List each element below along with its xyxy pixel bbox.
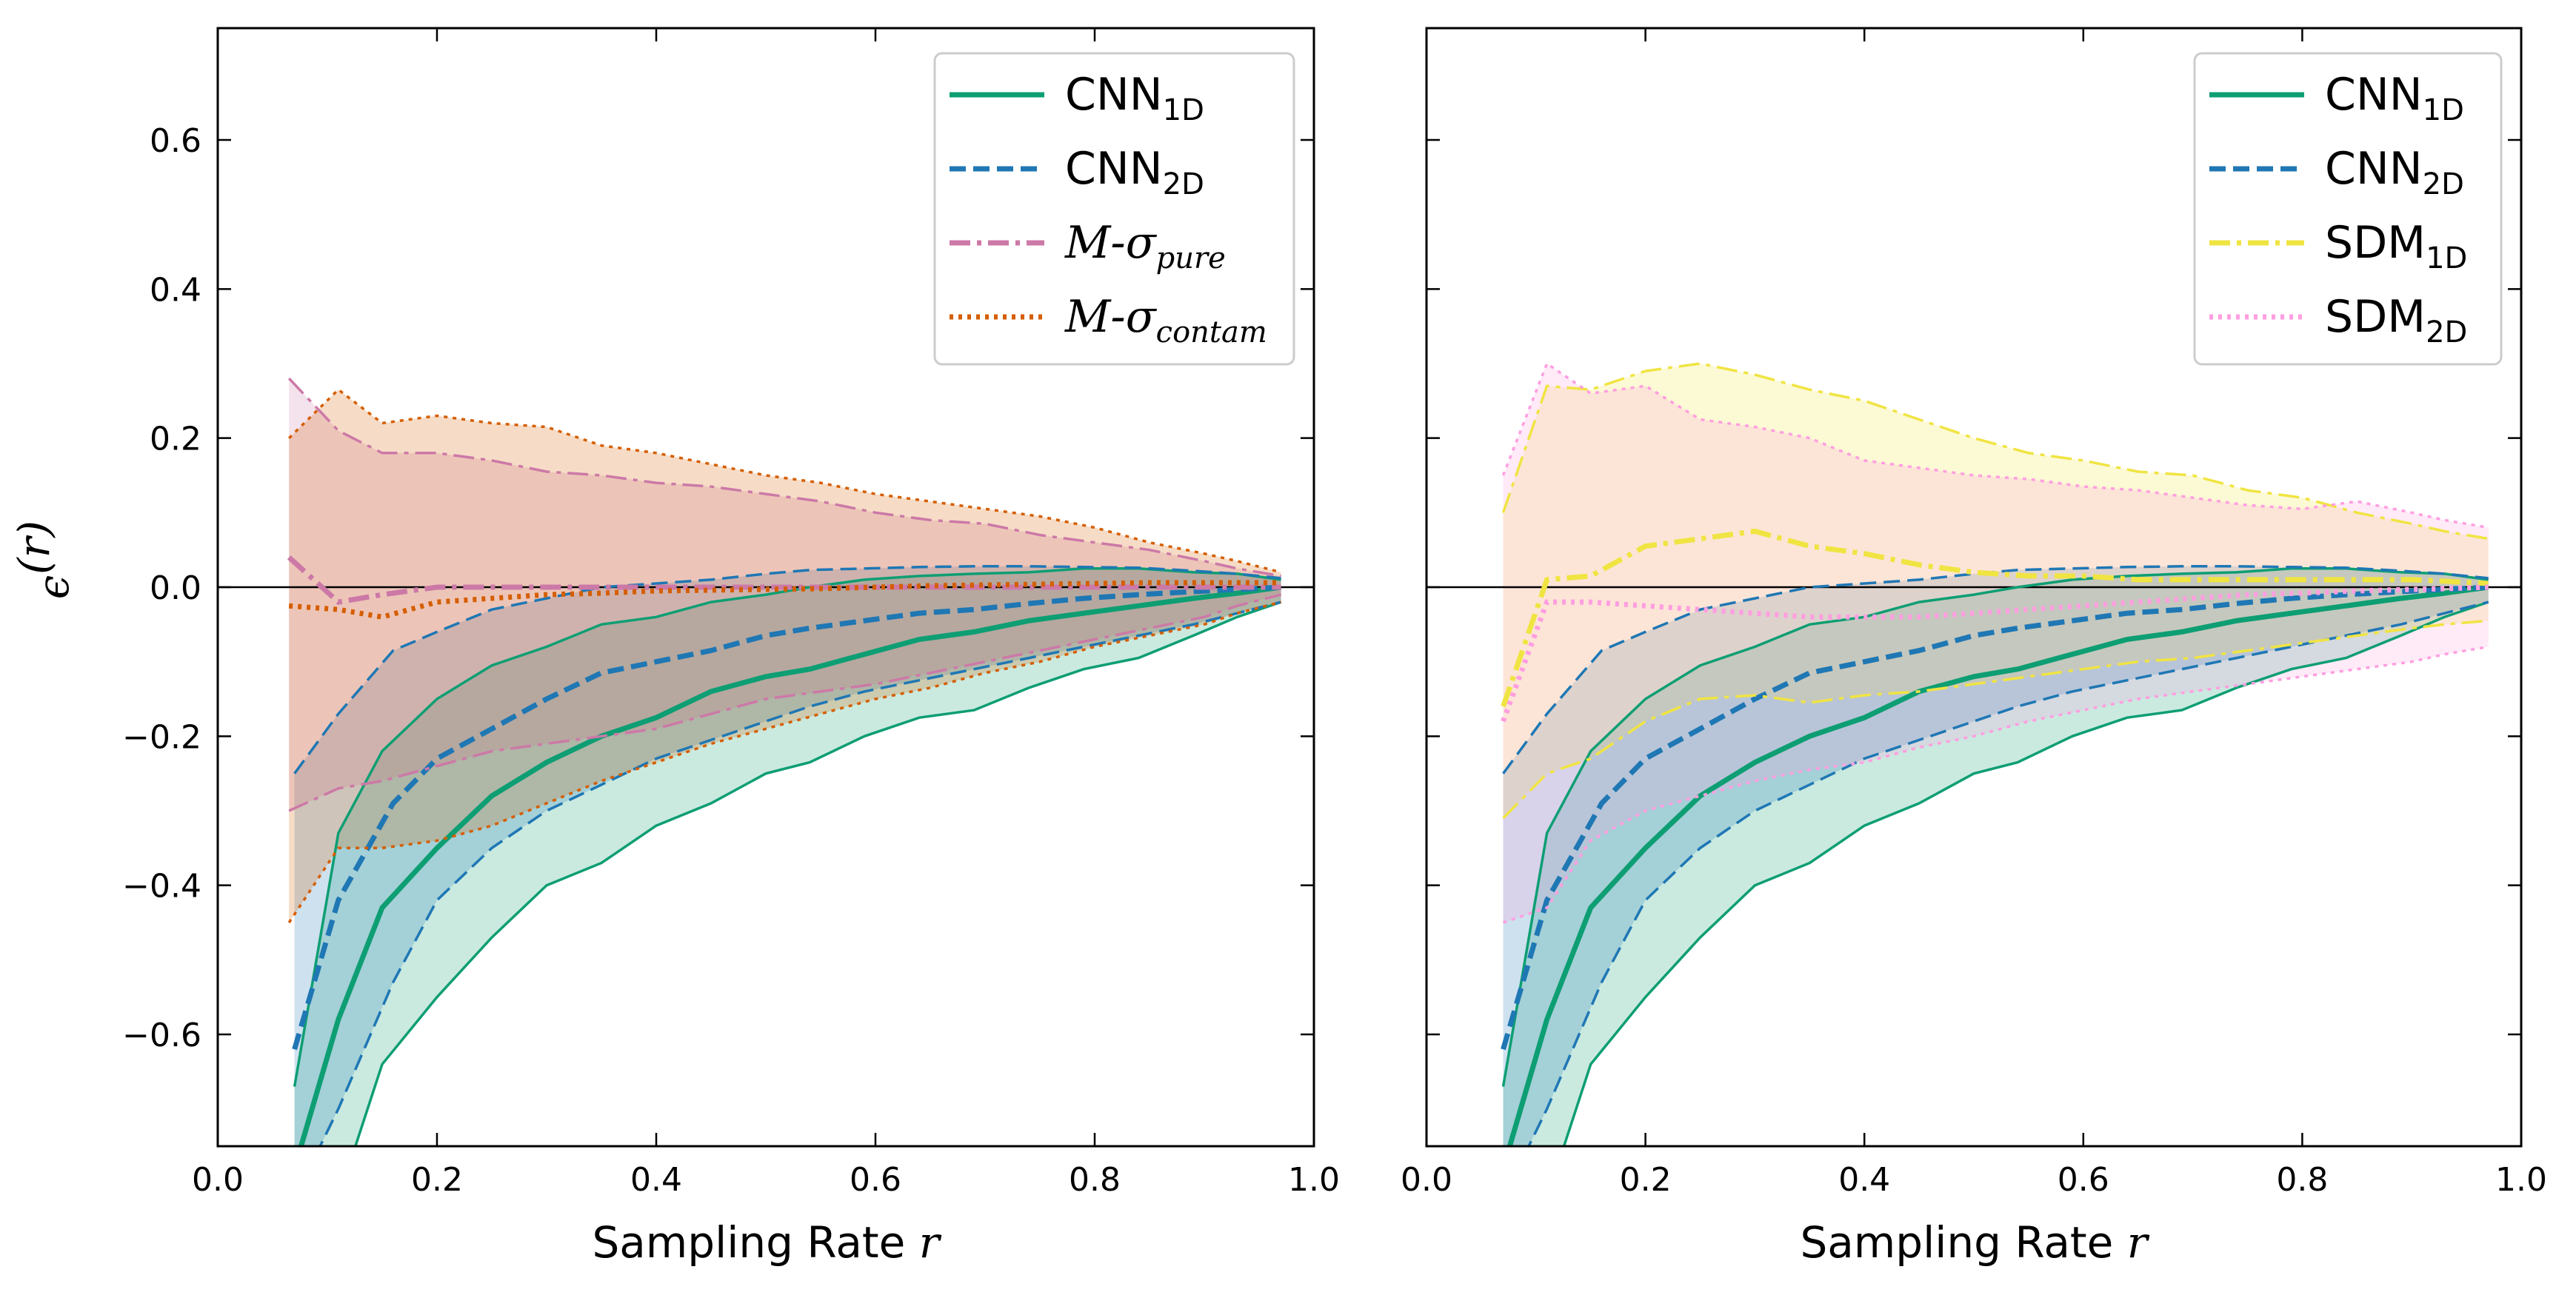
- line-m-contam-median: [288, 580, 1281, 620]
- line-sdm-1d-lower: [1502, 619, 2489, 820]
- legend-label: SDM1D: [2325, 217, 2467, 275]
- x-tick-label: 0.8: [2276, 1161, 2328, 1199]
- plot-area: [218, 377, 1314, 1146]
- line-cnn-1d-lower: [1562, 601, 2489, 1146]
- y-axis-label: ϵ: [28, 575, 79, 599]
- line-sdm-1d-median: [1501, 528, 2489, 708]
- legend-box: [933, 52, 1295, 366]
- y-axis-label-superscript: (r): [9, 521, 59, 575]
- y-tick-label: −0.4: [122, 868, 201, 906]
- y-tick-label: 0.4: [150, 271, 201, 309]
- legend-label: M-σpure: [1064, 217, 1226, 275]
- line-m-contam-upper: [287, 387, 1282, 574]
- band-m-contam: [289, 389, 1281, 923]
- x-tick-label: 0.6: [850, 1161, 901, 1199]
- left-panel: 0.0 0.2 0.4 0.6 0.8 1.0 −0.6 −0.4 −0.2 0.0 0.2 0.4 0…: [122, 27, 1340, 1268]
- band-cnn-1d: [1503, 568, 2489, 1146]
- y-tick-label: 0.2: [150, 421, 201, 458]
- y-axis-title: ϵ (r): [9, 521, 79, 599]
- x-tick-label: 0.6: [2058, 1161, 2109, 1199]
- legend-label: CNN2D: [1065, 143, 1204, 201]
- x-tick-label: 0.4: [1838, 1161, 1890, 1199]
- y-tick-label: 0.6: [150, 122, 201, 160]
- legend-label: SDM2D: [2325, 291, 2467, 349]
- x-tick-label: 1.0: [2495, 1161, 2547, 1199]
- band-sdm-2d: [1503, 364, 2489, 923]
- line-cnn-2d-upper: [293, 565, 1281, 775]
- line-m-pure-lower: [288, 593, 1282, 812]
- line-m-pure-upper: [287, 377, 1281, 578]
- line-m-contam-lower: [287, 601, 1282, 923]
- legend-label: M-σcontam: [1064, 291, 1267, 349]
- line-cnn-1d-lower: [353, 601, 1282, 1146]
- line-cnn-2d-upper: [1502, 565, 2489, 775]
- line-cnn-2d-median: [292, 584, 1281, 1051]
- x-tick-label: 0.2: [1620, 1161, 1672, 1199]
- band-m-pure: [289, 378, 1281, 812]
- x-tick-label: 0.4: [630, 1161, 682, 1199]
- band-cnn-1d: [294, 568, 1281, 1146]
- line-sdm-2d-lower: [1502, 645, 2489, 924]
- legend-label: CNN1D: [2325, 69, 2464, 127]
- y-tick-label: −0.6: [122, 1017, 201, 1054]
- line-sdm-1d-upper: [1501, 362, 2489, 541]
- x-tick-label: 0.0: [1401, 1161, 1452, 1199]
- line-cnn-2d-median: [1501, 584, 2489, 1051]
- line-cnn-2d-lower: [318, 601, 1282, 1146]
- x-tick-label: 0.0: [192, 1161, 244, 1199]
- legend-box: [2193, 52, 2503, 366]
- legend: CNN1D CNN2D SDM1D SDM2D: [2193, 52, 2503, 366]
- x-tick-label: 0.2: [411, 1161, 463, 1199]
- x-tick-label: 0.8: [1069, 1161, 1121, 1199]
- x-tick-label: 1.0: [1288, 1161, 1340, 1199]
- line-cnn-1d-median: [1506, 584, 2489, 1146]
- y-tick-label: 0.0: [150, 569, 201, 607]
- band-cnn-2d: [294, 566, 1281, 1146]
- x-axis-label: Sampling Rate r: [1800, 1217, 2149, 1268]
- legend-label: CNN1D: [1065, 69, 1204, 127]
- plot-area: [1427, 361, 2521, 1146]
- y-tick-label: −0.2: [122, 718, 201, 756]
- x-axis-label: Sampling Rate r: [592, 1217, 941, 1268]
- band-cnn-2d: [1503, 566, 2489, 1146]
- legend-label: CNN2D: [2325, 143, 2464, 201]
- legend: CNN1D CNN2D M-σpure M-σcontam: [933, 52, 1295, 366]
